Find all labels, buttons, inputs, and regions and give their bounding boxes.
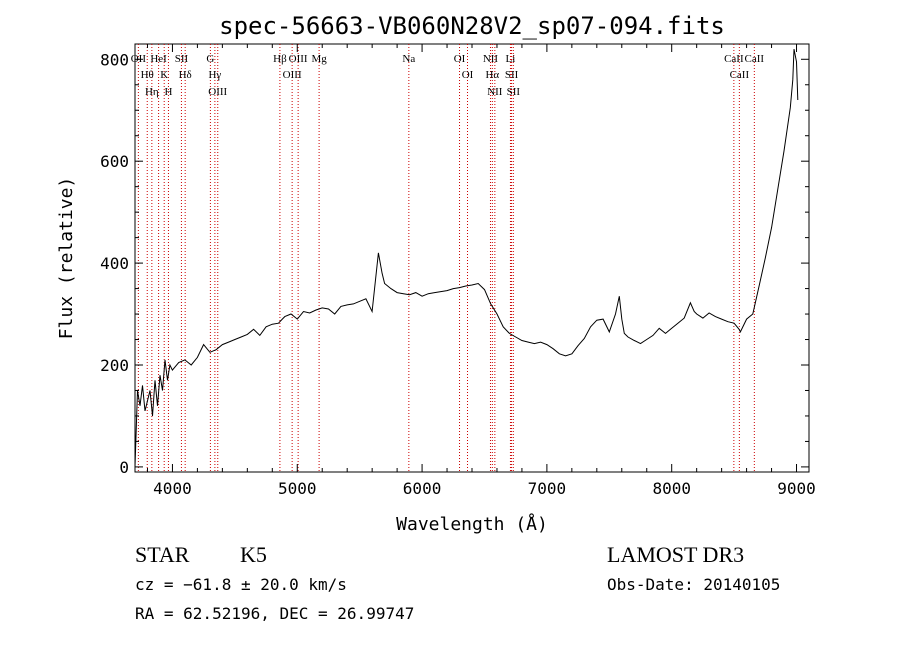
line-marker-label-3: HeI [150, 53, 167, 65]
line-marker-label-20: NII [487, 86, 503, 98]
line-marker-label-15: Na [402, 53, 415, 65]
survey-name: LAMOST DR3 [607, 542, 744, 567]
line-marker-label-13: OIII [289, 53, 308, 65]
line-marker-label-9: Hγ [208, 69, 221, 81]
line-marker-label-25: CaII [730, 69, 750, 81]
line-marker-label-4: K [160, 69, 168, 81]
x-tick-label-5: 9000 [777, 479, 816, 498]
line-marker-label-26: CaII [745, 53, 765, 65]
y-tick-label-4: 800 [100, 50, 129, 69]
line-marker-label-19: Hα [485, 69, 499, 81]
line-marker-label-7: Hδ [179, 69, 192, 81]
line-marker-label-12: OIII [283, 69, 302, 81]
plot-frame [134, 43, 810, 473]
line-marker-label-11: Hβ [273, 53, 287, 65]
line-marker-label-18: NII [483, 53, 499, 65]
line-marker-label-21: Li [506, 53, 516, 65]
line-marker-label-16: OI [454, 53, 466, 65]
x-axis-label: Wavelength (Å) [396, 513, 548, 535]
x-tick-label-0: 4000 [153, 479, 192, 498]
y-axis-ticks: 0 200 400 600 800 [100, 50, 809, 477]
y-tick-label-0: 0 [119, 458, 129, 477]
line-marker-label-1: Hθ [141, 69, 154, 81]
chart-title: spec-56663-VB060N28V2_sp07-094.fits [219, 12, 725, 40]
line-marker-label-2: Hη [145, 86, 159, 98]
line-marker-label-17: OI [462, 69, 474, 81]
line-markers [137, 44, 755, 472]
line-marker-label-8: G [206, 53, 214, 65]
line-marker-label-10: OIII [208, 86, 227, 98]
x-tick-label-1: 5000 [278, 479, 317, 498]
spectrum-line [134, 49, 799, 467]
line-marker-label-14: Mg [311, 53, 327, 65]
observation-date: Obs-Date: 20140105 [607, 575, 780, 594]
coordinates: RA = 62.52196, DEC = 26.99747 [135, 604, 414, 623]
x-axis-ticks: 4000 5000 6000 7000 8000 9000 [146, 44, 816, 498]
line-marker-label-5: H [164, 86, 172, 98]
object-class: STAR [135, 542, 190, 567]
line-marker-label-22: SII [505, 69, 519, 81]
x-tick-label-3: 7000 [528, 479, 567, 498]
line-marker-label-23: SII [507, 86, 521, 98]
y-tick-label-2: 400 [100, 254, 129, 273]
subclass: K5 [240, 542, 267, 567]
y-tick-label-1: 200 [100, 356, 129, 375]
y-axis-label: Flux (relative) [56, 177, 77, 340]
redshift-velocity: cz = −61.8 ± 20.0 km/s [135, 575, 347, 594]
y-tick-label-3: 600 [100, 152, 129, 171]
line-marker-label-6: SII [175, 53, 189, 65]
x-tick-label-4: 8000 [652, 479, 691, 498]
line-marker-label-24: CaII [724, 53, 744, 65]
spectrum-series [134, 49, 799, 467]
x-tick-label-2: 6000 [403, 479, 442, 498]
